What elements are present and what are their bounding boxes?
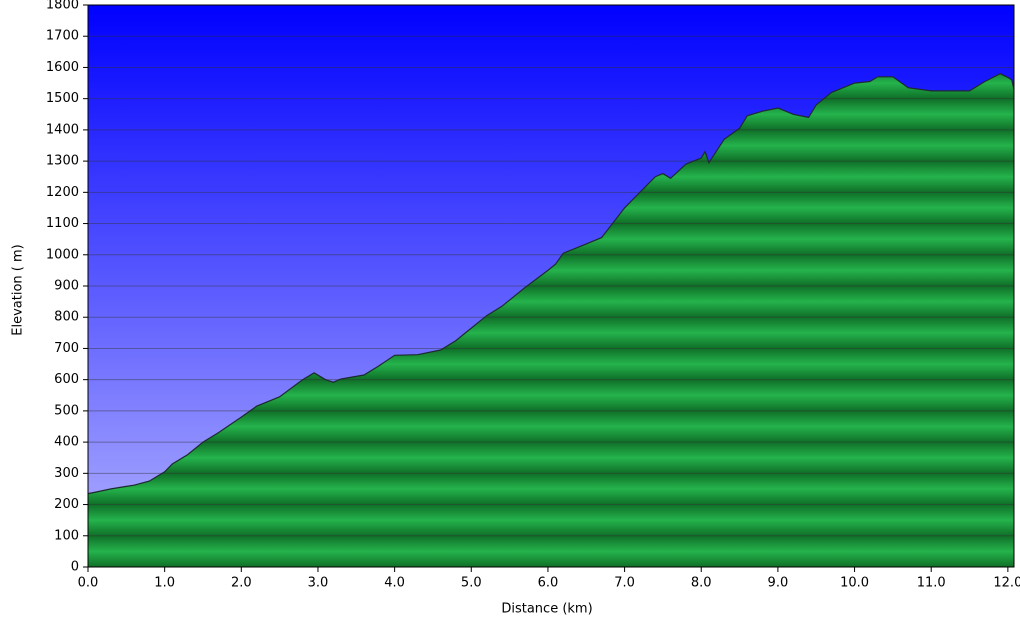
- y-tick-label: 1100: [46, 216, 79, 231]
- y-tick-label: 1500: [46, 91, 79, 106]
- y-tick-label: 100: [54, 528, 79, 543]
- y-tick-label: 1200: [46, 185, 79, 200]
- x-tick-label: 4.0: [384, 576, 405, 591]
- area: [88, 73, 1014, 567]
- x-tick-label: 6.0: [538, 576, 559, 591]
- y-tick-label: 200: [54, 497, 79, 512]
- x-tick-label: 7.0: [614, 576, 635, 591]
- profile-line: [87, 73, 1015, 495]
- y-tick-label: 1000: [46, 247, 79, 262]
- y-tick-label: 1700: [46, 29, 79, 44]
- x-tick-label: 8.0: [691, 576, 712, 591]
- x-axis-title: Distance (km): [501, 602, 592, 617]
- x-tick-label: 2.0: [231, 576, 252, 591]
- y-tick-label: 800: [54, 310, 79, 325]
- y-tick-label: 1400: [46, 122, 79, 137]
- y-tick-label: 1600: [46, 60, 79, 75]
- x-tick-label: 5.0: [461, 576, 482, 591]
- x-tick-label: 3.0: [308, 576, 329, 591]
- x-tick-label: 9.0: [768, 576, 789, 591]
- x-tick-label: 1.0: [154, 576, 175, 591]
- y-tick-label: 700: [54, 341, 79, 356]
- y-tick-label: 900: [54, 279, 79, 294]
- y-tick-label: 300: [54, 466, 79, 481]
- x-tick-label: 10.0: [840, 576, 869, 591]
- plot-frame: [87, 4, 1015, 568]
- y-axis-title: Elevation ( m): [11, 244, 26, 335]
- y-tick-label: 400: [54, 435, 79, 450]
- y-tick-label: 0: [71, 560, 79, 575]
- y-tick-label: 500: [54, 403, 79, 418]
- y-tick-label: 1800: [46, 0, 79, 13]
- y-tick-label: 600: [54, 372, 79, 387]
- x-tick-label: 11.0: [917, 576, 946, 591]
- y-tick-label: 1300: [46, 154, 79, 169]
- x-tick-label: 0.0: [78, 576, 99, 591]
- x-tick-label: 12.0: [993, 576, 1020, 591]
